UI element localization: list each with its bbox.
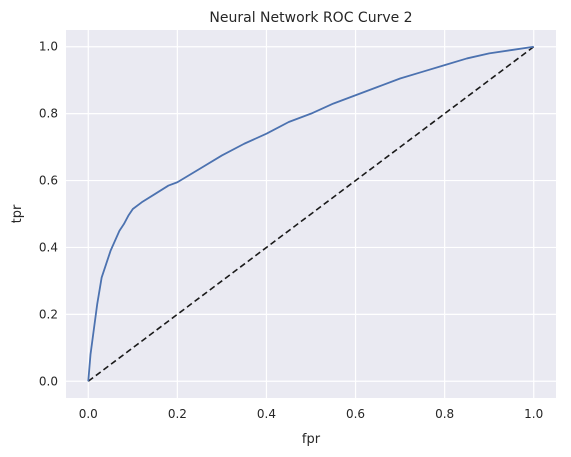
x-axis-label: fpr (302, 432, 321, 447)
roc-curve-line (87, 45, 534, 382)
x-tick-label: 0.2 (168, 407, 187, 421)
y-tick-label: 0.2 (39, 307, 58, 321)
chart-title: Neural Network ROC Curve 2 (209, 10, 412, 26)
y-tick-label: 1.0 (39, 40, 58, 54)
x-tick-label: 0.8 (435, 407, 454, 421)
x-axis-ticks: 0.0 0.2 0.4 0.6 0.8 1.0 (79, 407, 544, 421)
series-layer (87, 45, 535, 382)
y-tick-label: 0.6 (39, 174, 58, 188)
y-tick-label: 0.4 (39, 240, 58, 254)
x-tick-label: 0.6 (346, 407, 365, 421)
x-tick-label: 0.4 (257, 407, 276, 421)
x-tick-label: 0.0 (79, 407, 98, 421)
y-axis-label: tpr (10, 204, 25, 223)
chance-diagonal-line (87, 46, 535, 382)
y-tick-label: 0.0 (39, 374, 58, 388)
y-axis-ticks: 0.0 0.2 0.4 0.6 0.8 1.0 (39, 40, 58, 389)
y-tick-label: 0.8 (39, 107, 58, 121)
x-tick-label: 1.0 (524, 407, 543, 421)
